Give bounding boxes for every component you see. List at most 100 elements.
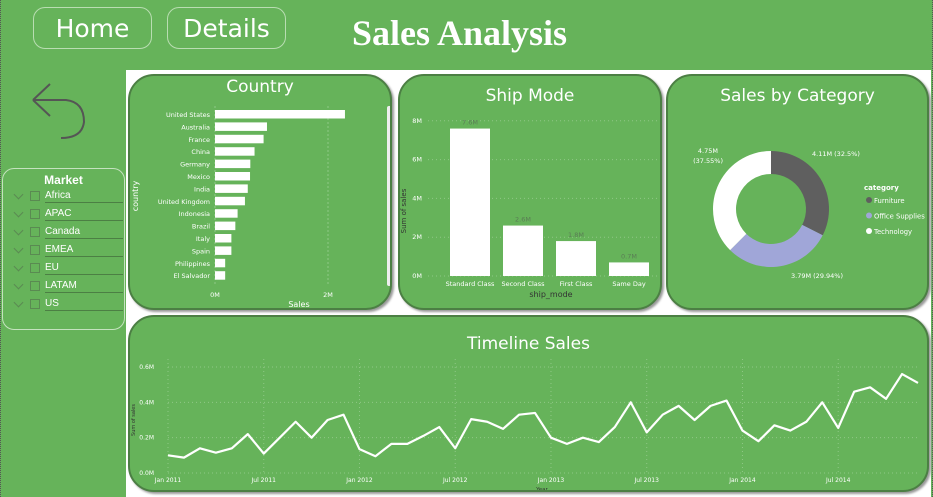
slicer-item[interactable]: Africa [13, 187, 124, 205]
bar-mexico [215, 172, 251, 181]
chevron-icon [13, 243, 24, 253]
country-label: Italy [196, 235, 210, 243]
x-axis-label: Sales [288, 300, 309, 309]
x-axis-label: Year [535, 487, 548, 492]
country-label: Spain [192, 247, 210, 255]
x-tick: Jan 2014 [728, 477, 756, 484]
slice-furniture [771, 151, 829, 236]
slicer-item[interactable]: APAC [13, 205, 124, 223]
checkbox[interactable] [30, 263, 40, 273]
slicer-item-label: Canada [45, 226, 123, 239]
checkbox[interactable] [30, 299, 40, 309]
slicer-item-label: LATAM [45, 280, 123, 293]
country-label: Germany [180, 161, 210, 169]
chevron-icon [13, 207, 24, 217]
page-title: Sales Analysis [352, 13, 568, 53]
x-tick: Second Class [501, 280, 545, 288]
x-tick: 2M [323, 291, 333, 299]
bar-brazil [215, 221, 236, 231]
checkbox[interactable] [30, 281, 40, 291]
country-title: Country [226, 77, 294, 97]
y-tick: 0M [412, 272, 422, 280]
scrollbar[interactable] [387, 106, 392, 286]
y-tick: 0.6M [139, 364, 154, 371]
sales-line [167, 372, 919, 459]
data-label: 3.79M (29.94%) [791, 272, 843, 280]
bar-italy [215, 234, 232, 243]
x-tick: 0M [210, 291, 220, 299]
x-tick: Jul 2014 [825, 477, 851, 484]
ship-mode-panel: Ship Mode 0M 2M 4M 6M 8M 7.6M Standard Class 2.… [398, 74, 662, 310]
legend-marker [866, 228, 872, 234]
country-label: Mexico [187, 173, 210, 181]
bar-first-class [556, 241, 596, 276]
country-panel: Country United States Australia France Chin… [128, 74, 392, 310]
data-label: 7.6M [462, 119, 478, 127]
y-tick: 0.0M [139, 470, 154, 477]
legend-item: Furniture [874, 197, 905, 205]
y-tick: 8M [412, 117, 422, 125]
data-label: 4.75M [698, 147, 718, 155]
bar-australia [215, 122, 267, 131]
bar-indonesia [215, 209, 238, 218]
chevron-icon [13, 225, 24, 235]
slicer-item-label: EU [45, 262, 123, 275]
checkbox[interactable] [30, 227, 40, 237]
x-axis-label: ship_mode [529, 290, 572, 299]
x-tick: Jul 2013 [634, 477, 660, 484]
chevron-icon [13, 189, 24, 199]
slicer-item[interactable]: EU [13, 259, 124, 277]
timeline-title: Timeline Sales [467, 334, 590, 354]
home-button[interactable]: Home [33, 7, 152, 49]
checkbox[interactable] [30, 191, 40, 201]
bar-same-day [609, 262, 649, 276]
bar-china [215, 147, 255, 156]
slicer-item[interactable]: EMEA [13, 241, 124, 259]
data-label: (37.55%) [693, 157, 723, 165]
bar-india [215, 184, 248, 193]
details-button[interactable]: Details [167, 7, 286, 49]
bar-second-class [503, 225, 543, 276]
market-slicer: Market Africa APAC Canada EMEA EU LATAM US [2, 168, 125, 330]
x-tick: Jan 2011 [154, 477, 182, 484]
country-label: China [191, 148, 210, 156]
slicer-item-label: EMEA [45, 244, 123, 257]
slicer-item[interactable]: LATAM [13, 277, 124, 295]
checkbox[interactable] [30, 209, 40, 219]
undo-arrow-icon[interactable] [28, 78, 90, 142]
bar-spain [215, 246, 232, 255]
slicer-item[interactable]: Canada [13, 223, 124, 241]
y-tick: 4M [412, 194, 422, 202]
bar-standard-class [450, 128, 490, 276]
chevron-icon [13, 297, 24, 307]
legend-marker [866, 212, 872, 219]
left-edge [0, 0, 2, 497]
bar-united-kingdom [215, 196, 245, 206]
chevron-icon [13, 261, 24, 271]
ship-mode-title: Ship Mode [485, 86, 575, 106]
y-axis-label: Sum of sales [400, 188, 408, 233]
x-tick: First Class [560, 280, 593, 288]
y-tick: 0.4M [139, 399, 154, 406]
slicer-item-label: APAC [45, 208, 123, 221]
x-tick: Jul 2012 [442, 477, 468, 484]
country-label: Philippines [175, 260, 211, 268]
legend-item: Office Supplies [874, 213, 925, 221]
data-label: 4.11M (32.5%) [812, 150, 860, 158]
x-tick: Jan 2013 [537, 477, 565, 484]
data-label: 1.8M [568, 231, 584, 239]
slice-office-supplies [730, 224, 823, 267]
country-label: El Salvador [174, 272, 211, 280]
checkbox[interactable] [30, 245, 40, 255]
legend-marker [866, 197, 872, 203]
slicer-item[interactable]: US [13, 295, 124, 313]
y-tick: 6M [412, 156, 422, 164]
x-tick: Same Day [612, 280, 645, 288]
timeline-panel: Timeline Sales 0.0M 0.2M 0.4M 0.6M Jan 2011 J… [128, 315, 929, 492]
bar-el-salvador [215, 271, 226, 280]
slicer-item-label: Africa [45, 190, 123, 203]
legend-title: category [864, 184, 899, 192]
bar-philippines [215, 258, 226, 268]
x-tick: Jul 2011 [251, 477, 277, 484]
slicer-item-label: US [45, 298, 123, 311]
